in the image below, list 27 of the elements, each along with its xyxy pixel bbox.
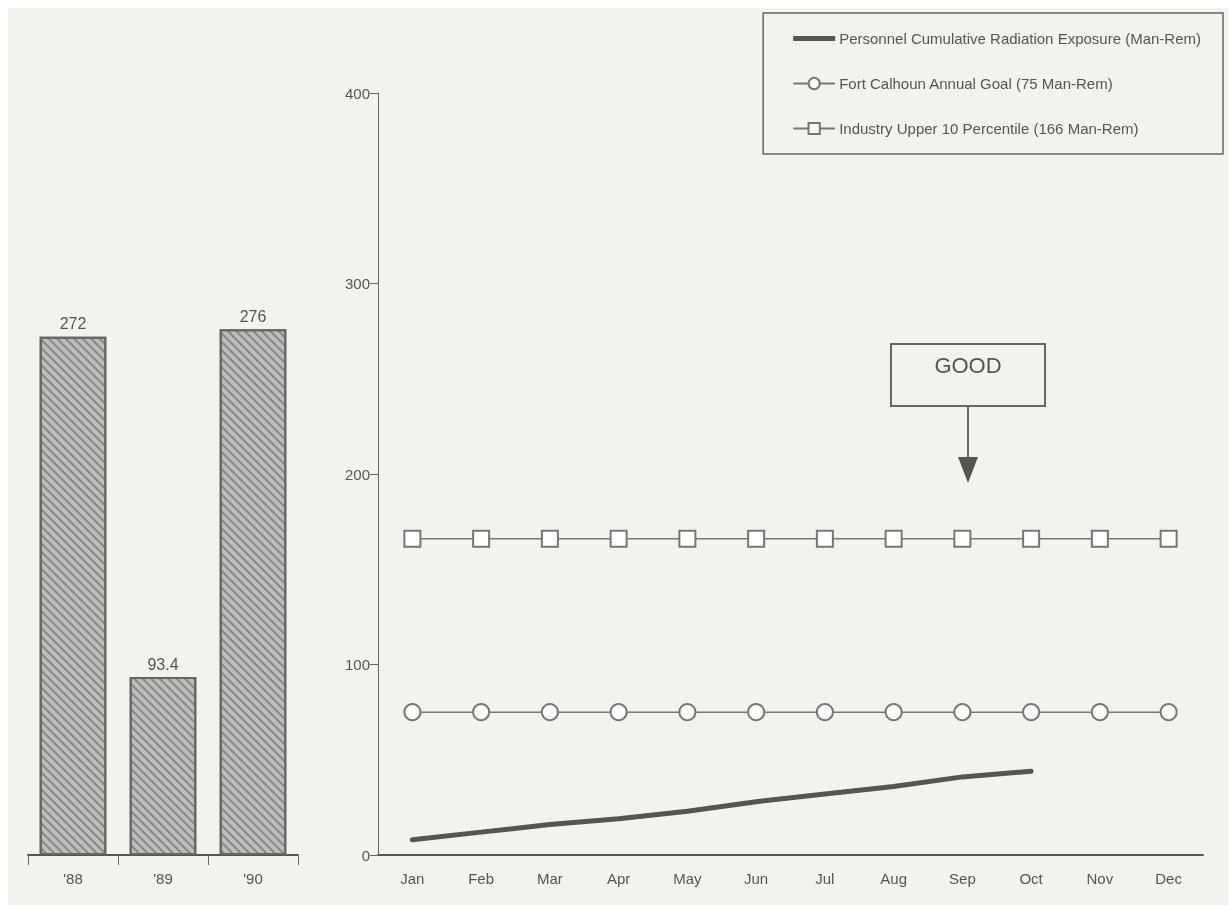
legend-label: Industry Upper 10 Percentile (166 Man-Rem) bbox=[839, 120, 1139, 137]
y-tick-label: 200 bbox=[344, 465, 370, 483]
annotation: GOOD bbox=[890, 343, 1046, 407]
x-tick-label: Aug bbox=[880, 870, 907, 887]
x-tick-label: May bbox=[673, 870, 703, 887]
legend-label: Fort Calhoun Annual Goal (75 Man-Rem) bbox=[839, 75, 1113, 92]
data-label: 272 bbox=[59, 315, 87, 333]
x-tick-label: Jan bbox=[400, 870, 425, 887]
x-tick-label: Mar bbox=[536, 870, 563, 887]
x-tick-label: Apr bbox=[606, 870, 631, 887]
x-tick-label: '88 bbox=[63, 870, 83, 887]
x-tick-label: Nov bbox=[1086, 870, 1114, 887]
x-tick-label: Sep bbox=[949, 870, 976, 887]
x-tick-label: '89 bbox=[153, 870, 173, 887]
data-label: 93.4 bbox=[147, 655, 179, 673]
x-tick-label: '90 bbox=[243, 870, 263, 887]
y-tick-label: 300 bbox=[344, 275, 370, 292]
x-tick-label: Jun bbox=[744, 870, 769, 887]
x-tick-label: Feb bbox=[468, 870, 495, 887]
x-tick-label: Oct bbox=[1019, 870, 1044, 887]
x-tick-label: Jul bbox=[815, 870, 835, 887]
legend-label: Personnel Cumulative Radiation Exposure (Man-Rem) bbox=[839, 30, 1201, 47]
y-tick-label: 100 bbox=[344, 656, 370, 673]
y-tick-label: 400 bbox=[344, 84, 370, 102]
y-tick-label: 0 bbox=[361, 846, 370, 864]
data-label: 276 bbox=[239, 307, 267, 325]
x-tick-label: Dec bbox=[1155, 870, 1183, 887]
